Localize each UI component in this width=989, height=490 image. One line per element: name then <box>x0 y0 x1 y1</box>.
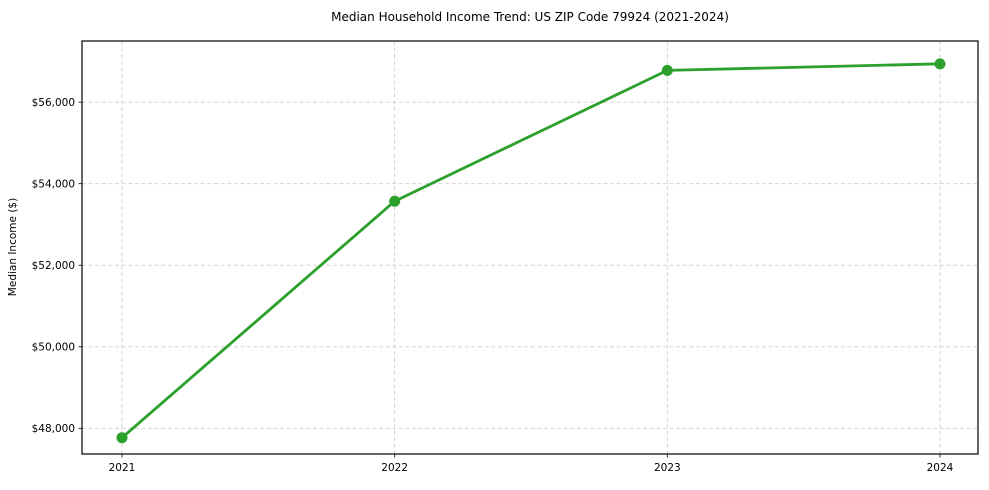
data-series-layer <box>116 58 946 444</box>
x-tick-label: 2024 <box>927 462 954 474</box>
data-point-2024 <box>934 58 946 70</box>
x-tick-label: 2021 <box>109 462 136 474</box>
x-tick-label: 2023 <box>654 462 681 474</box>
y-axis-label: Median Income ($) <box>7 198 19 296</box>
chart-title: Median Household Income Trend: US ZIP Co… <box>331 10 729 24</box>
y-tick-label: $50,000 <box>32 341 75 353</box>
y-tick-label: $56,000 <box>32 97 75 109</box>
plot-frame-layer <box>81 40 979 455</box>
trend-line <box>120 62 942 440</box>
data-point-2022 <box>389 195 401 207</box>
plot-frame <box>81 40 979 455</box>
y-tick-label: $48,000 <box>32 423 75 435</box>
y-tick-label: $52,000 <box>32 260 75 272</box>
x-tick-label: 2022 <box>381 462 408 474</box>
data-point-2021 <box>116 432 128 444</box>
gridlines-layer <box>82 41 978 454</box>
ticks-layer: $48,000 $50,000 $52,000 $54,000 $56,000 2021 2… <box>32 97 954 474</box>
data-point-2023 <box>661 64 673 76</box>
y-tick-label: $54,000 <box>32 178 75 190</box>
